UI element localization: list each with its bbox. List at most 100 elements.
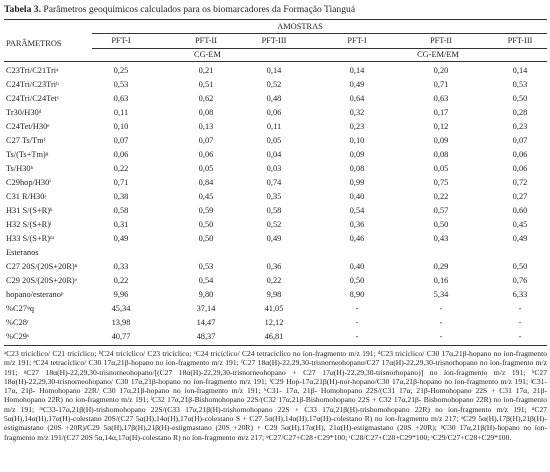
table-row: C23Tri/C21Triᵃ 0,25 0,21 0,14 0,14 0,20 0,14 bbox=[0, 65, 550, 77]
row-value: 0,57 bbox=[433, 206, 449, 215]
row-label: %C29ˢ bbox=[6, 332, 29, 341]
sample-header: PFT-III bbox=[507, 36, 533, 45]
row-value: 0,09 bbox=[349, 150, 365, 159]
row-label: C27 Ts/Tmᶠ bbox=[6, 136, 46, 145]
row-value: 0,71 bbox=[113, 178, 129, 187]
row-label: C24Tri/C23Triᵇ bbox=[6, 80, 59, 89]
sample-header: PFT-II bbox=[194, 36, 218, 45]
row-value: 0,50 bbox=[198, 220, 214, 229]
row-value: 0,16 bbox=[433, 276, 449, 285]
row-value: 0,50 bbox=[512, 262, 528, 271]
row-label: H31 S/(S+R)ᵏ bbox=[6, 206, 53, 215]
row-value: 0,12 bbox=[433, 122, 449, 131]
row-value: 37,14 bbox=[196, 304, 216, 313]
row-value: 0,84 bbox=[198, 178, 214, 187]
row-value: 0,22 bbox=[433, 192, 449, 201]
row-value: 0,50 bbox=[349, 276, 365, 285]
table-row: %C29ˢ 40,77 48,37 46,81 - - - bbox=[0, 331, 550, 343]
row-value: 0,04 bbox=[266, 150, 282, 159]
row-value: 0,52 bbox=[266, 220, 282, 229]
row-value: 0,08 bbox=[349, 164, 365, 173]
sample-header-row: PARÂMETROS PFT-I PFT-II PFT-III PFT-I PF… bbox=[0, 35, 550, 48]
row-value: 0,07 bbox=[512, 136, 528, 145]
row-value: 0,51 bbox=[198, 80, 214, 89]
table-row: C27 Ts/Tmᶠ 0,07 0,07 0,05 0,10 0,09 0,07 bbox=[0, 135, 550, 147]
row-label: C24Tet/H30ᵉ bbox=[6, 122, 50, 131]
row-label: H32 S/(S+R)ˡ bbox=[6, 220, 52, 229]
table-caption: Parâmetros geoquímicos calculados para o… bbox=[40, 4, 356, 15]
row-value: 0,72 bbox=[512, 178, 528, 187]
row-value: 0,07 bbox=[113, 136, 129, 145]
row-label: C27 20S/(20S+20R)ⁿ bbox=[6, 262, 78, 271]
row-value: 0,06 bbox=[266, 108, 282, 117]
row-value: - bbox=[439, 318, 443, 327]
row-value: 0,23 bbox=[349, 122, 365, 131]
row-value: 13,98 bbox=[111, 318, 131, 327]
row-value: 0,53 bbox=[512, 80, 528, 89]
row-label: Esteranos bbox=[6, 248, 39, 257]
row-value: 0,43 bbox=[433, 234, 449, 243]
table-row: H33 S/(S+R)ᵐ 0,49 0,50 0,49 0,46 0,43 0,49 bbox=[0, 233, 550, 245]
row-label: Tr30/H30ᵈ bbox=[6, 108, 42, 117]
row-value: 0,46 bbox=[349, 234, 365, 243]
row-value: 41,05 bbox=[264, 304, 284, 313]
table-row: C24Tri/C23Triᵇ 0,53 0,51 0,52 0,49 0,71 0,53 bbox=[0, 79, 550, 91]
row-value: 0,10 bbox=[113, 122, 129, 131]
table-row: H31 S/(S+R)ᵏ 0,58 0,59 0,58 0,54 0,57 0,60 bbox=[0, 205, 550, 217]
table-row: Ts/H30ʰ 0,22 0,05 0,03 0,08 0,05 0,06 bbox=[0, 163, 550, 175]
table-row: Ts/(Ts+Tm)ᵍ 0,06 0,06 0,04 0,09 0,08 0,06 bbox=[0, 149, 550, 161]
row-value: 0,49 bbox=[512, 234, 528, 243]
row-value: 0,08 bbox=[433, 150, 449, 159]
top-rule bbox=[4, 19, 547, 20]
row-value: 5,34 bbox=[433, 290, 449, 299]
row-label: Ts/(Ts+Tm)ᵍ bbox=[6, 150, 49, 159]
row-value: 45,34 bbox=[111, 304, 131, 313]
row-value: 0,31 bbox=[113, 220, 129, 229]
row-value: 0,22 bbox=[113, 276, 129, 285]
table-row: Tr30/H30ᵈ 0,11 0,08 0,06 0,32 0,17 0,28 bbox=[0, 107, 550, 119]
row-label: C29 20S/(20S+20R)ᵒ bbox=[6, 276, 78, 285]
table-row: C29 20S/(20S+20R)ᵒ 0,22 0,54 0,22 0,50 0,16 0,… bbox=[0, 275, 550, 287]
row-value: 0,53 bbox=[113, 80, 129, 89]
row-value: 0,11 bbox=[266, 122, 282, 131]
row-value: 0,36 bbox=[266, 262, 282, 271]
row-value: 0,63 bbox=[113, 94, 129, 103]
row-value: 0,58 bbox=[113, 206, 129, 215]
row-value: 0,71 bbox=[433, 80, 449, 89]
table-row: H32 S/(S+R)ˡ 0,31 0,50 0,52 0,36 0,50 0,45 bbox=[0, 219, 550, 231]
row-value: 0,13 bbox=[198, 122, 214, 131]
amostras-header: AMOSTRAS bbox=[277, 22, 323, 31]
row-value: 0,52 bbox=[266, 80, 282, 89]
row-value: 0,22 bbox=[113, 164, 129, 173]
row-value: 0,08 bbox=[198, 108, 214, 117]
row-value: 0,49 bbox=[349, 80, 365, 89]
row-value: 0,54 bbox=[198, 276, 214, 285]
sample-header: PFT-I bbox=[111, 36, 131, 45]
header-bottom-rule bbox=[4, 61, 547, 62]
sample-header: PFT-II bbox=[429, 36, 453, 45]
row-value: 0,06 bbox=[512, 150, 528, 159]
amostras-rule bbox=[92, 33, 547, 34]
row-label: %C27ᵠq bbox=[6, 304, 34, 313]
row-value: 12,12 bbox=[264, 318, 284, 327]
row-value: 0,25 bbox=[113, 66, 129, 75]
row-value: 0,06 bbox=[198, 150, 214, 159]
row-value: 0,75 bbox=[433, 178, 449, 187]
row-value: 0,05 bbox=[266, 136, 282, 145]
row-value: 0,48 bbox=[266, 94, 282, 103]
table-row: %C27ᵠq 45,34 37,14 41,05 - - - bbox=[0, 303, 550, 315]
row-label: hopano/esteranoᵖ bbox=[6, 290, 64, 299]
row-value: 0,21 bbox=[198, 66, 214, 75]
row-value: 0,58 bbox=[266, 206, 282, 215]
sample-rule bbox=[92, 48, 547, 49]
row-label: Ts/H30ʰ bbox=[6, 164, 34, 173]
row-value: 0,54 bbox=[349, 206, 365, 215]
table-title: Tabela 3. Parâmetros geoquímicos calcula… bbox=[4, 4, 355, 15]
row-value: 0,20 bbox=[433, 66, 449, 75]
table-row: C27 20S/(20S+20R)ⁿ 0,33 0,53 0,36 0,40 0,29 0,… bbox=[0, 261, 550, 273]
row-value: 0,45 bbox=[198, 192, 214, 201]
table-row: C24Tri/C24Tetᶜ 0,63 0,62 0,48 0,64 0,63 0,50 bbox=[0, 93, 550, 105]
row-value: 0,07 bbox=[198, 136, 214, 145]
row-value: 0,74 bbox=[266, 178, 282, 187]
